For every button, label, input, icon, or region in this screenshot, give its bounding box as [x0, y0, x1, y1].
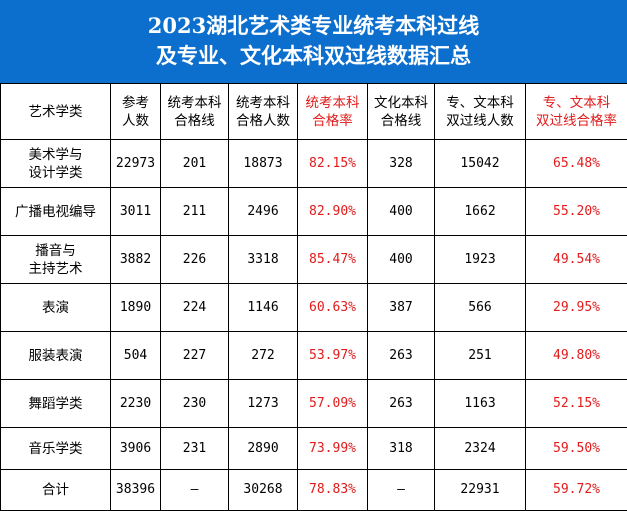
- culture-line-cell: 263: [368, 380, 435, 428]
- pass-count-cell: 2890: [229, 428, 298, 470]
- culture-line-cell: 400: [368, 236, 435, 284]
- ref-count-cell: 1890: [111, 284, 161, 332]
- pass-rate-cell: 78.83%: [298, 470, 368, 511]
- dual-count-cell: 2324: [435, 428, 526, 470]
- category-cell: 表演: [1, 284, 111, 332]
- dual-rate-cell: 55.20%: [526, 188, 627, 236]
- dual-count-cell: 1662: [435, 188, 526, 236]
- pass-rate-cell: 73.99%: [298, 428, 368, 470]
- header-dual-count: 专、文本科双过线人数: [435, 84, 526, 140]
- dual-rate-cell: 49.80%: [526, 332, 627, 380]
- pass-rate-cell: 82.90%: [298, 188, 368, 236]
- header-category: 艺术学类: [1, 84, 111, 140]
- category-cell: 广播电视编导: [1, 188, 111, 236]
- category-cell: 美术学与设计学类: [1, 140, 111, 188]
- culture-line-cell: 387: [368, 284, 435, 332]
- pass-rate-cell: 85.47%: [298, 236, 368, 284]
- pass-line-cell: 226: [161, 236, 229, 284]
- culture-line-cell: 400: [368, 188, 435, 236]
- category-cell: 合计: [1, 470, 111, 511]
- dual-count-cell: 566: [435, 284, 526, 332]
- pass-count-cell: 3318: [229, 236, 298, 284]
- ref-count-cell: 38396: [111, 470, 161, 511]
- ref-count-cell: 3011: [111, 188, 161, 236]
- pass-rate-cell: 53.97%: [298, 332, 368, 380]
- header-ref-count: 参考人数: [111, 84, 161, 140]
- header-row: 艺术学类 参考人数 统考本科合格线 统考本科合格人数 统考本科合格率 文化本科合…: [1, 84, 627, 140]
- title-line-1: 2023湖北艺术类专业统考本科过线: [0, 11, 627, 41]
- header-pass-line: 统考本科合格线: [161, 84, 229, 140]
- pass-rate-cell: 57.09%: [298, 380, 368, 428]
- category-cell: 播音与主持艺术: [1, 236, 111, 284]
- category-cell: 服装表演: [1, 332, 111, 380]
- ref-count-cell: 22973: [111, 140, 161, 188]
- title-line-2: 及专业、文化本科双过线数据汇总: [0, 41, 627, 71]
- header-culture-line: 文化本科合格线: [368, 84, 435, 140]
- pass-count-cell: 30268: [229, 470, 298, 511]
- ref-count-cell: 3882: [111, 236, 161, 284]
- ref-count-cell: 504: [111, 332, 161, 380]
- pass-line-cell: 230: [161, 380, 229, 428]
- pass-count-cell: 18873: [229, 140, 298, 188]
- pass-count-cell: 1273: [229, 380, 298, 428]
- pass-line-cell: 227: [161, 332, 229, 380]
- category-cell: 音乐学类: [1, 428, 111, 470]
- culture-line-cell: —: [368, 470, 435, 511]
- dual-rate-cell: 65.48%: [526, 140, 627, 188]
- header-pass-count: 统考本科合格人数: [229, 84, 298, 140]
- pass-rate-cell: 82.15%: [298, 140, 368, 188]
- pass-count-cell: 2496: [229, 188, 298, 236]
- pass-count-cell: 1146: [229, 284, 298, 332]
- culture-line-cell: 318: [368, 428, 435, 470]
- dual-rate-cell: 59.50%: [526, 428, 627, 470]
- pass-count-cell: 272: [229, 332, 298, 380]
- dual-count-cell: 251: [435, 332, 526, 380]
- header-pass-rate: 统考本科合格率: [298, 84, 368, 140]
- dual-rate-cell: 52.15%: [526, 380, 627, 428]
- culture-line-cell: 263: [368, 332, 435, 380]
- pass-line-cell: 201: [161, 140, 229, 188]
- ref-count-cell: 3906: [111, 428, 161, 470]
- dual-count-cell: 15042: [435, 140, 526, 188]
- dual-rate-cell: 59.72%: [526, 470, 627, 511]
- header-dual-rate: 专、文本科双过线合格率: [526, 84, 627, 140]
- pass-line-cell: 231: [161, 428, 229, 470]
- culture-line-cell: 328: [368, 140, 435, 188]
- dual-count-cell: 1163: [435, 380, 526, 428]
- dual-count-cell: 1923: [435, 236, 526, 284]
- dual-rate-cell: 29.95%: [526, 284, 627, 332]
- dual-rate-cell: 49.54%: [526, 236, 627, 284]
- dual-count-cell: 22931: [435, 470, 526, 511]
- pass-line-cell: 211: [161, 188, 229, 236]
- ref-count-cell: 2230: [111, 380, 161, 428]
- pass-line-cell: —: [161, 470, 229, 511]
- pass-line-cell: 224: [161, 284, 229, 332]
- pass-rate-cell: 60.63%: [298, 284, 368, 332]
- category-cell: 舞蹈学类: [1, 380, 111, 428]
- summary-table: 艺术学类 参考人数 统考本科合格线 统考本科合格人数 统考本科合格率 文化本科合…: [0, 83, 627, 511]
- title-banner: 2023湖北艺术类专业统考本科过线 及专业、文化本科双过线数据汇总: [0, 0, 627, 83]
